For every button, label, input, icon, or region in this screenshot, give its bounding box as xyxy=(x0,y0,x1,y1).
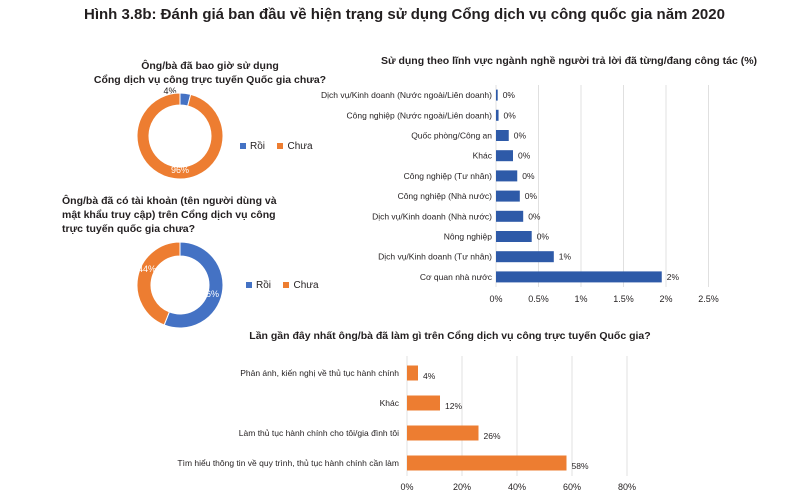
pie-data-label: 56% xyxy=(201,289,219,299)
bar-data-label: 0% xyxy=(504,110,517,120)
bar-data-label: 0% xyxy=(528,211,541,221)
category-label: Công nghiệp (Tư nhân) xyxy=(404,171,493,181)
legend-swatch-blue xyxy=(240,143,246,149)
bar xyxy=(407,395,440,411)
x-tick-label: 0.5% xyxy=(528,294,549,304)
bar1-chart: 0% 0% 0% 0% 0% 0% 0% 0% 1% 2% Dịch vụ/Kinh doanh … xyxy=(321,85,719,304)
figure-title: Hình 3.8b: Đánh giá ban đầu về hiện trạn… xyxy=(84,6,725,23)
category-label: Quốc phòng/Công an xyxy=(411,131,492,141)
category-label: Dịch vụ/Kinh doanh (Tư nhân) xyxy=(378,252,492,262)
bar-data-label: 4% xyxy=(423,371,436,381)
pie2-legend-item-chua: Chưa xyxy=(283,279,319,291)
bar xyxy=(496,190,520,202)
bar xyxy=(496,109,499,121)
pie1-legend-item-roi: Rồi xyxy=(240,141,265,152)
x-tick-label: 60% xyxy=(563,482,581,492)
bar-data-label: 58% xyxy=(572,461,589,471)
pie2-legend-label-roi: Rồi xyxy=(256,279,272,291)
category-label: Làm thủ tục hành chính cho tôi/gia đình … xyxy=(239,428,399,438)
legend-swatch-orange xyxy=(283,282,290,288)
pie2-title: Ông/bà đã có tài khoản (tên người dùng v… xyxy=(62,194,322,236)
bar xyxy=(496,130,509,141)
bar xyxy=(496,170,518,182)
bar-data-label: 12% xyxy=(445,401,462,411)
legend-swatch-blue xyxy=(246,282,252,288)
bar-data-label: 1% xyxy=(559,252,572,262)
x-tick-label: 2% xyxy=(659,294,672,304)
pie2-legend-label-chua: Chưa xyxy=(293,279,319,291)
bar xyxy=(496,210,524,222)
pie1-chart: 4% 96% xyxy=(136,86,224,180)
x-tick-label: 80% xyxy=(618,482,636,492)
category-label: Dịch vụ/Kinh doanh (Nhà nước) xyxy=(372,211,492,221)
pie1-legend-item-chua: Chưa xyxy=(277,140,313,152)
category-label: Khác xyxy=(473,151,493,161)
bar2-title: Lần gần đây nhất ông/bà đã làm gì trên C… xyxy=(249,330,651,342)
pie1-title: Ông/bà đã bao giờ sử dụng Cổng dịch vụ c… xyxy=(80,59,340,87)
category-label: Nông nghiệp xyxy=(444,232,492,242)
category-label: Phản ánh, kiến nghị về thủ tục hành chín… xyxy=(240,368,399,378)
pie1-legend-label-roi: Rồi xyxy=(250,140,266,152)
pie-data-label: 96% xyxy=(171,165,189,175)
pie-slice-chưa xyxy=(136,241,181,326)
pie1-title-line-1: Ông/bà đã bao giờ sử dụng xyxy=(141,60,279,72)
pie1-legend-label-chua: Chưa xyxy=(287,140,313,152)
pie2-legend: Rồi Chưa xyxy=(246,275,327,293)
category-label: Dịch vụ/Kinh doanh (Nước ngoài/Liên doan… xyxy=(321,90,492,100)
pie-slice-chưa xyxy=(136,92,224,180)
category-label: Công nghiệp (Nhà nước) xyxy=(398,191,493,201)
x-tick-label: 1.5% xyxy=(613,294,634,304)
legend-swatch-orange xyxy=(277,143,284,149)
bar xyxy=(496,89,498,101)
x-tick-label: 20% xyxy=(453,482,471,492)
category-label: Tìm hiểu thông tin về quy trình, thủ tục… xyxy=(177,458,399,468)
pie2-legend-item-roi: Rồi xyxy=(246,280,271,291)
bar-data-label: 0% xyxy=(537,232,550,242)
bar-data-label: 26% xyxy=(484,431,501,441)
pie2-title-line-1: Ông/bà đã có tài khoản (tên người dùng v… xyxy=(62,195,277,207)
pie-data-label: 44% xyxy=(138,264,156,274)
category-label: Khác xyxy=(380,398,400,408)
pie-slice-rồi xyxy=(163,241,224,329)
bar2-chart: 4% 12% 26% 58% Phản ánh, kiến nghị về thủ t… xyxy=(177,356,636,492)
bar xyxy=(407,455,567,471)
bar xyxy=(407,425,479,441)
pie1-legend: Rồi Chưa xyxy=(240,136,321,154)
pie1-title-line-2: Cổng dịch vụ công trực tuyến Quốc gia ch… xyxy=(93,74,327,86)
bar xyxy=(496,271,662,283)
bar-data-label: 2% xyxy=(667,272,680,282)
pie2-title-line-3: trực tuyến quốc gia chưa? xyxy=(62,223,196,235)
bar xyxy=(407,365,418,381)
x-tick-label: 0% xyxy=(489,294,502,304)
x-tick-label: 1% xyxy=(574,294,587,304)
bar-data-label: 0% xyxy=(514,131,527,141)
pie2-chart: 56% 44% xyxy=(136,241,224,329)
category-label: Công nghiệp (Nước ngoài/Liên doanh) xyxy=(347,110,493,120)
category-label: Cơ quan nhà nước xyxy=(420,272,493,282)
bar xyxy=(496,150,513,162)
x-tick-label: 40% xyxy=(508,482,526,492)
x-tick-label: 2.5% xyxy=(698,294,719,304)
bar xyxy=(496,251,554,263)
bar-data-label: 0% xyxy=(503,90,516,100)
bar xyxy=(496,231,532,242)
bar1-title: Sử dụng theo lĩnh vực ngành nghề người t… xyxy=(380,55,758,67)
pie-data-label: 4% xyxy=(163,86,176,96)
x-tick-label: 0% xyxy=(400,482,413,492)
bar-data-label: 0% xyxy=(522,171,535,181)
bar-data-label: 0% xyxy=(518,151,531,161)
bar-data-label: 0% xyxy=(525,191,538,201)
pie2-title-line-2: mật khẩu truy cập) trên Cổng dịch vụ côn… xyxy=(62,209,276,221)
